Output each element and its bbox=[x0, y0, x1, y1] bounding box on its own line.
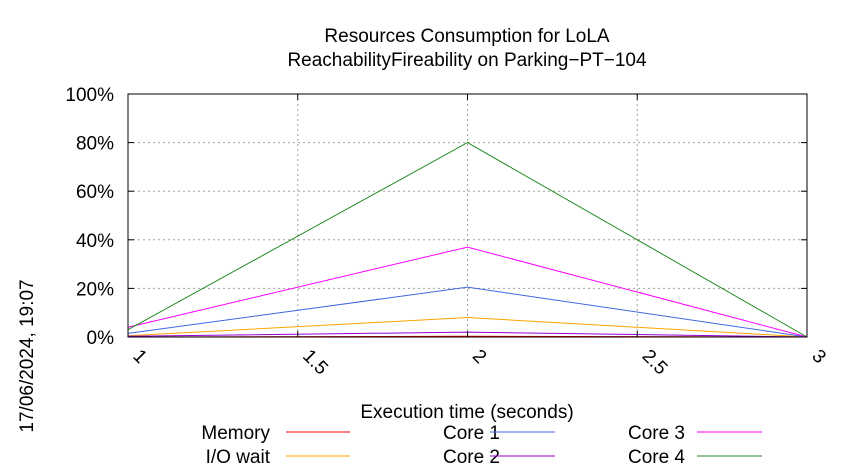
series-line-core-4 bbox=[127, 142, 808, 338]
x-tick-label: 1 bbox=[128, 346, 150, 368]
legend-label-core-1: Core 1 bbox=[443, 423, 500, 444]
chart-title-line2: ReachabilityFireability on Parking−PT−10… bbox=[287, 50, 647, 71]
timestamp: 17/06/2024, 19:07 bbox=[17, 279, 38, 432]
legend-label-core-2: Core 2 bbox=[443, 447, 500, 468]
series-line-core-3 bbox=[127, 246, 808, 338]
y-tick-label: 0% bbox=[87, 328, 115, 349]
y-axis-ticks: 0% 20% 40% 60% 80% 100% bbox=[65, 85, 807, 349]
grid bbox=[128, 94, 807, 337]
chart-title-line1: Resources Consumption for LoLA bbox=[324, 26, 609, 47]
x-tick-label: 2 bbox=[468, 346, 490, 368]
x-tick-label: 2.5 bbox=[638, 346, 672, 380]
series-line-i-o-wait bbox=[127, 317, 808, 338]
legend-label-core-4: Core 4 bbox=[628, 447, 685, 468]
y-tick-label: 20% bbox=[76, 279, 114, 300]
x-tick-label: 3 bbox=[807, 346, 829, 368]
y-tick-label: 60% bbox=[76, 182, 114, 203]
series-line-core-1 bbox=[127, 286, 808, 338]
legend-label-i-o-wait: I/O wait bbox=[206, 447, 271, 468]
x-tick-label: 1.5 bbox=[298, 346, 332, 380]
x-axis-label: Execution time (seconds) bbox=[360, 402, 573, 423]
y-tick-label: 80% bbox=[76, 134, 114, 155]
y-tick-label: 100% bbox=[65, 85, 114, 106]
legend: Memory I/O wait Core 1 Core 2 Core 3 Core 4 bbox=[201, 423, 762, 468]
legend-label-memory: Memory bbox=[201, 423, 270, 444]
legend-label-core-3: Core 3 bbox=[628, 423, 685, 444]
y-tick-label: 40% bbox=[76, 231, 114, 252]
